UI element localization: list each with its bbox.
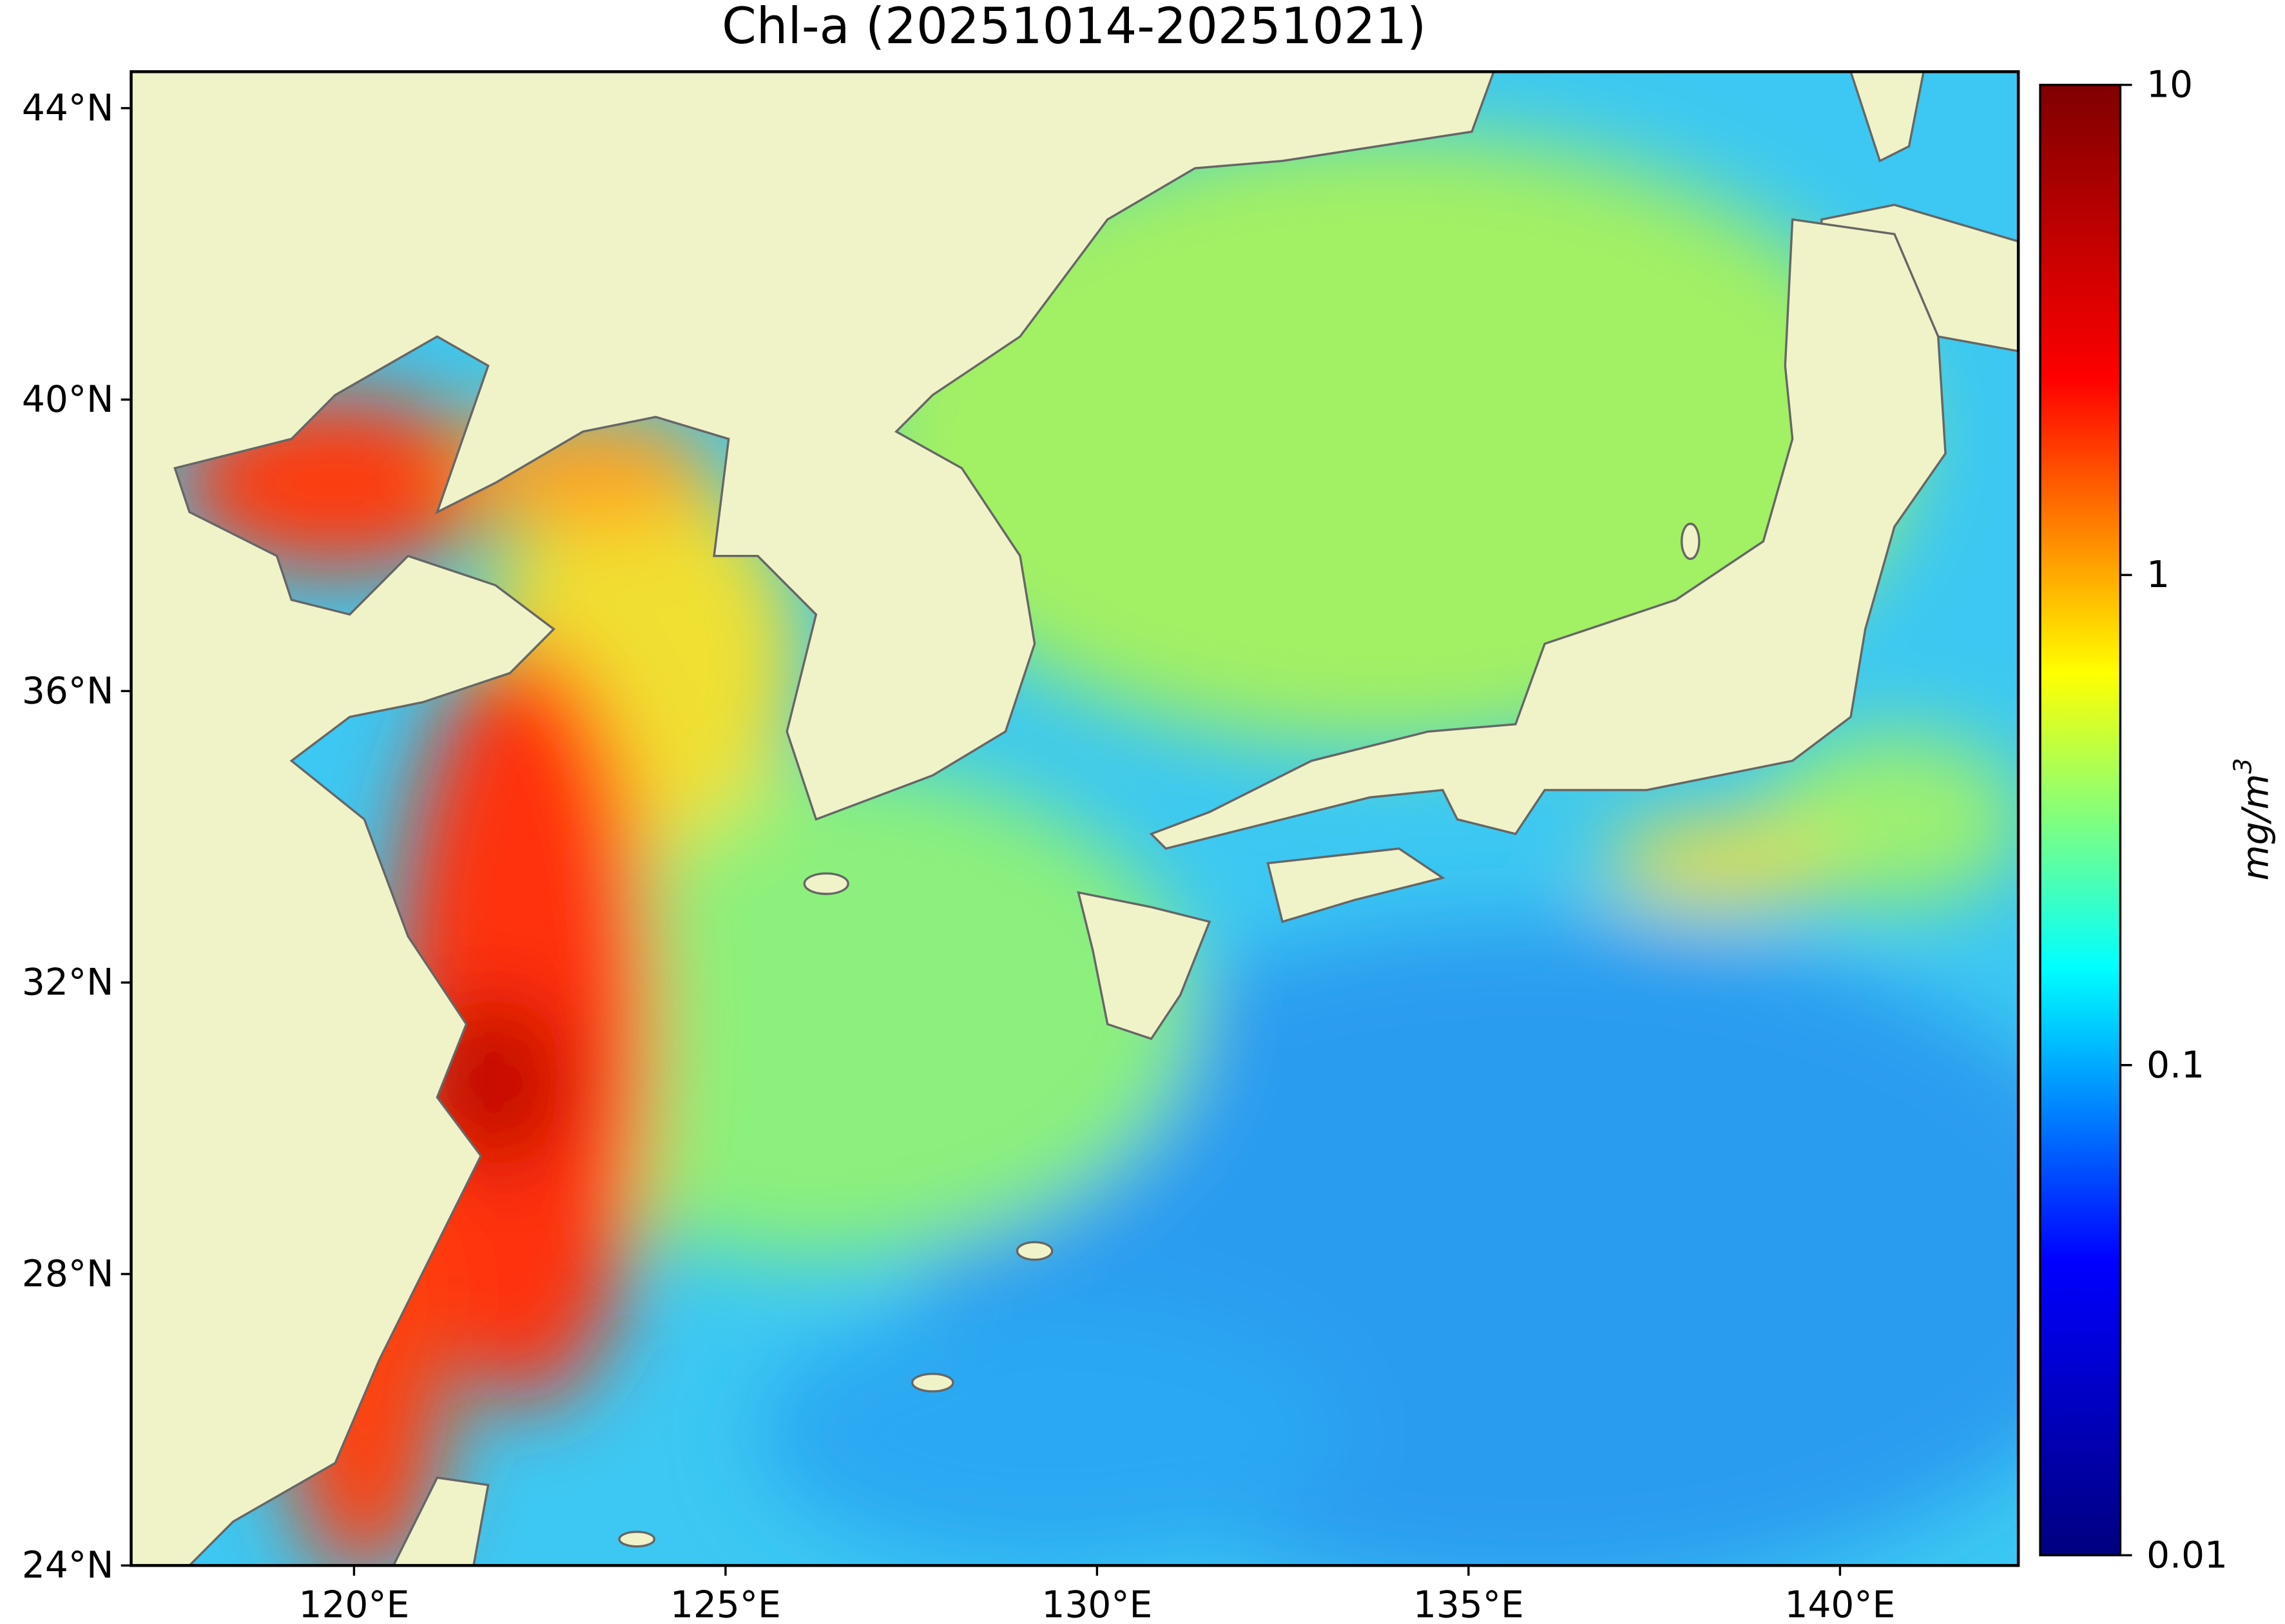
- colorbar-label: mg/m3: [2228, 758, 2277, 880]
- land-shikoku: [1266, 847, 1445, 923]
- land-okinawa: [911, 1373, 954, 1393]
- x-tick-label: 135°E: [1413, 1583, 1524, 1624]
- y-tick-label: 40°N: [22, 378, 113, 421]
- colorbar-tick-label: 0.01: [2146, 1534, 2228, 1576]
- map-area: [131, 72, 2019, 1566]
- colorbar-label-unit: mg/m: [2235, 774, 2277, 881]
- land-island: [1016, 1241, 1054, 1261]
- colorbar-tick-label: 10: [2146, 64, 2193, 106]
- y-tick-label: 24°N: [22, 1544, 113, 1587]
- y-tick-label: 36°N: [22, 670, 113, 712]
- land-jeju: [803, 872, 849, 895]
- x-tick-label: 130°E: [1042, 1583, 1153, 1624]
- y-tick-label: 32°N: [22, 962, 113, 1004]
- colorbar-tick-label: 1: [2146, 554, 2170, 596]
- land-honshu: [1149, 218, 1947, 850]
- colorbar-tick-label: 0.1: [2146, 1044, 2204, 1087]
- x-tick-label: 140°E: [1785, 1583, 1896, 1624]
- colorbar: [2039, 83, 2122, 1556]
- x-tick-label: 125°E: [670, 1583, 781, 1624]
- x-tick-label: 120°E: [299, 1583, 410, 1624]
- land-sakhalin: [1849, 72, 1925, 163]
- map-title: Chl-a (20251014-20251021): [722, 0, 1426, 55]
- colorbar-label-exponent: 3: [2228, 758, 2257, 774]
- y-tick-label: 44°N: [22, 87, 113, 130]
- land-asia: [131, 72, 1495, 1566]
- land-island: [618, 1531, 656, 1548]
- land-kyushu: [1077, 891, 1211, 1040]
- map-frame: [130, 70, 2020, 1567]
- chlorophyll-field: [175, 131, 2019, 1566]
- land-island: [1681, 523, 1701, 560]
- land-taiwan: [392, 1476, 490, 1566]
- y-tick-label: 28°N: [22, 1253, 113, 1295]
